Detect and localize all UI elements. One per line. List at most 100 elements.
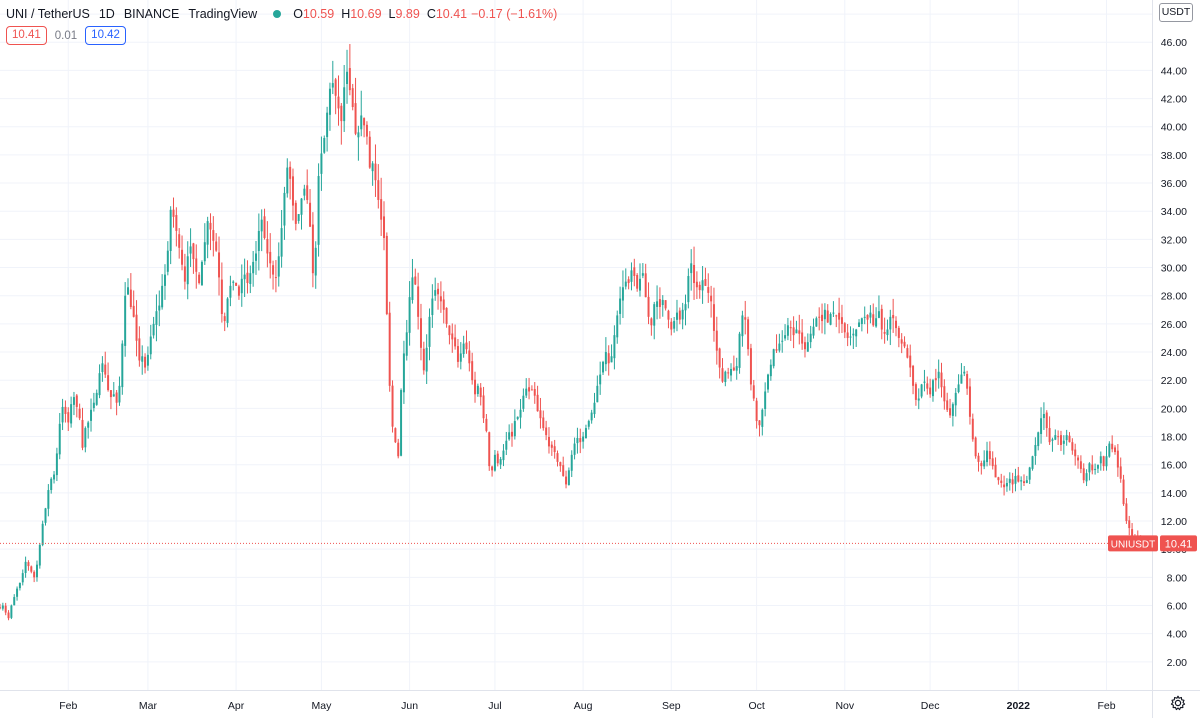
candle (556, 450, 559, 467)
sell-price-button[interactable]: 10.41 (6, 26, 47, 45)
time-axis: Feb Mar Apr May Jun Jul Aug Sep Oct Nov Dec 2022 Feb (0, 690, 1200, 712)
buy-price-button[interactable]: 10.42 (85, 26, 126, 45)
candle-body (929, 387, 932, 395)
candle (44, 507, 47, 526)
candle (81, 407, 84, 451)
candle (926, 376, 929, 395)
y-tick-label: 40.00 (1161, 122, 1187, 134)
candle-body (220, 279, 223, 315)
candle-body (354, 103, 357, 134)
candle-body (923, 381, 926, 383)
candle-body (1102, 456, 1105, 467)
candle-body (840, 317, 843, 324)
candle (294, 200, 297, 231)
candle (465, 330, 468, 354)
candle-body (428, 316, 431, 347)
candle (840, 304, 843, 333)
candle (1031, 455, 1034, 471)
candle (175, 207, 178, 247)
candle-body (616, 315, 619, 338)
candle-body (895, 320, 897, 329)
candle (633, 258, 636, 287)
candle-body (400, 390, 403, 456)
candle (1071, 438, 1074, 455)
candle (721, 358, 724, 383)
candle-body (323, 138, 326, 153)
candle (1037, 431, 1040, 451)
candle-body (795, 329, 798, 334)
candle (212, 216, 215, 257)
candle (53, 471, 56, 484)
candle-body (124, 295, 127, 346)
candle-body (192, 243, 195, 260)
candle (607, 345, 610, 376)
gear-icon[interactable] (1170, 695, 1186, 711)
candle-body (582, 436, 585, 442)
candle-body (1096, 464, 1099, 469)
candle (1062, 435, 1065, 455)
candle (946, 392, 949, 413)
candle-body (169, 209, 172, 252)
candle-body (246, 272, 249, 284)
candle (801, 319, 804, 350)
candle (994, 457, 997, 478)
candle-body (55, 453, 58, 476)
candle (200, 260, 203, 286)
candle (650, 317, 653, 336)
candle-body (803, 342, 806, 350)
candle (582, 431, 585, 449)
candle (422, 341, 425, 375)
candle (542, 410, 545, 431)
candle (161, 274, 164, 310)
candle-body (474, 379, 477, 395)
candle (33, 570, 36, 583)
candle-body (394, 428, 397, 443)
candle (439, 281, 442, 313)
price-unit-button[interactable]: USDT (1159, 3, 1193, 22)
candle-body (70, 404, 73, 424)
candle (1094, 463, 1097, 475)
candle (1077, 455, 1080, 469)
candle (778, 333, 781, 353)
candle-body (272, 265, 275, 275)
candle (263, 208, 266, 240)
candle (701, 266, 704, 304)
candle (323, 135, 326, 154)
candle-body (328, 88, 331, 115)
candle-body (943, 386, 946, 402)
symbol-title[interactable]: UNI / TetherUS (6, 7, 90, 21)
candle-body (508, 432, 511, 440)
candle (747, 316, 750, 356)
candle (16, 586, 19, 601)
candle (1017, 466, 1020, 483)
candle (58, 413, 61, 460)
candle (158, 290, 161, 327)
candle (755, 397, 758, 429)
candle-body (556, 453, 559, 462)
candle-body (397, 442, 400, 457)
interval-label[interactable]: 1D (98, 7, 115, 21)
candle-body (1062, 440, 1065, 444)
candle-body (10, 605, 13, 618)
candle (491, 465, 494, 477)
candle (488, 431, 491, 471)
candle-body (445, 307, 448, 324)
candle (968, 378, 971, 425)
candle-body (920, 384, 923, 397)
candle-body (314, 247, 317, 276)
candle-body (1037, 432, 1040, 447)
candle (127, 278, 129, 296)
candle (269, 233, 272, 279)
y-tick-label: 2.00 (1167, 657, 1188, 669)
candle (727, 367, 730, 379)
candle (903, 336, 906, 349)
candle-body (695, 281, 698, 288)
candle-body (144, 356, 147, 368)
candle-body (900, 339, 903, 344)
candle-body (1005, 483, 1008, 487)
x-tick-label: Aug (574, 700, 593, 712)
candle (388, 301, 391, 392)
candle-body (533, 389, 536, 396)
candle-body (263, 216, 266, 238)
